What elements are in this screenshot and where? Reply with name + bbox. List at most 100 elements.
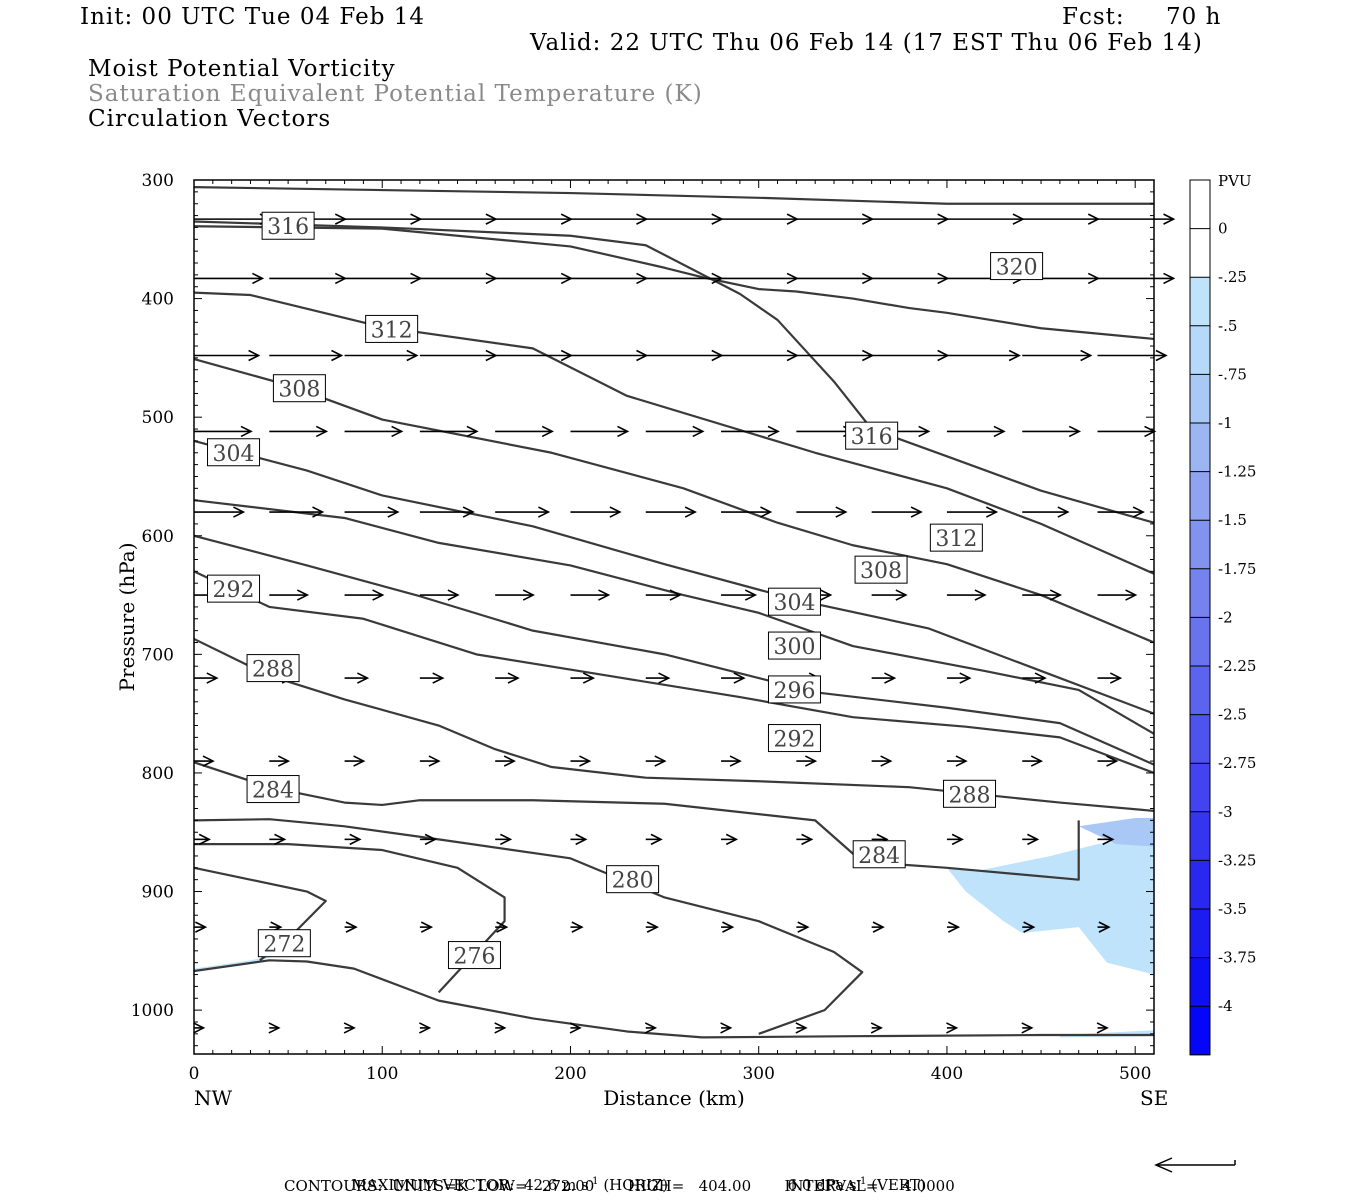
svg-text:312: 312 (935, 527, 977, 552)
colorbar-swatch-13 (1190, 811, 1210, 861)
vector-r6-c3 (419, 672, 445, 684)
vector-r8-c5 (570, 833, 588, 846)
vector-r0-c5 (570, 213, 649, 225)
vector-r5-c7 (721, 589, 758, 601)
vector-r8-c8 (796, 833, 814, 846)
x-axis: 0 100 200 300 400 500 (189, 180, 1151, 1084)
x-tick-label-200: 200 (554, 1064, 586, 1084)
contour-284-line-17 (193, 761, 1080, 881)
vector-r8-c11 (1022, 833, 1040, 846)
colorbar-label-12: -3 (1218, 803, 1233, 821)
max-vector-vert-exponent: -1 (856, 1176, 867, 1187)
vector-r2-c10 (946, 349, 1021, 362)
vector-r2-c0 (194, 349, 261, 362)
colorbar-swatch-10 (1190, 666, 1210, 716)
vector-r8-c2 (344, 833, 362, 846)
contour-labels: 320 316 316 312 312 308 308 304 300 304 296 292 292 2… (207, 211, 1044, 970)
vector-r4-c12 (1097, 506, 1145, 518)
vector-r6-c2 (344, 672, 370, 684)
svg-text:288: 288 (949, 783, 991, 808)
pv-region-1 (1078, 818, 1154, 847)
x-axis-left-end-label: NW (194, 1086, 233, 1110)
x-tick-label-0: 0 (189, 1064, 200, 1084)
vector-r2-c6 (645, 349, 724, 362)
vector-r9-c4 (495, 921, 509, 933)
colorbar-label-9: -2.25 (1218, 657, 1256, 675)
vector-r8-c7 (721, 833, 739, 846)
vector-r10-c7 (720, 1022, 733, 1034)
contour-320-line-1 (193, 220, 1155, 524)
svg-text:304: 304 (213, 442, 255, 467)
vector-r7-c8 (796, 755, 818, 767)
vector-r4-c0 (194, 506, 246, 518)
vector-r1-c1 (269, 272, 348, 285)
vector-r8-c10 (946, 833, 964, 846)
vector-r4-c5 (570, 506, 622, 518)
colorbar-label-4: -1 (1218, 414, 1233, 432)
svg-text:316: 316 (267, 215, 309, 240)
vector-r10-c9 (870, 1022, 883, 1034)
svg-text:300: 300 (773, 635, 815, 660)
colorbar-label-2: -.5 (1218, 317, 1237, 335)
vector-r0-c12 (1097, 213, 1176, 225)
contour-label-308-6: 308 (272, 374, 326, 403)
vector-r7-c4 (495, 755, 516, 767)
y-tick-label-900: 900 (142, 883, 174, 903)
vector-r9-c12 (1097, 921, 1111, 933)
vector-r6-c10 (946, 672, 972, 684)
contour-label-320-1: 320 (990, 252, 1044, 281)
vector-r6-c5 (570, 672, 596, 684)
vector-r10-c11 (1021, 1022, 1034, 1034)
vector-r9-c3 (419, 921, 434, 933)
x-axis-label: Distance (km) (603, 1086, 745, 1110)
y-tick-label-400: 400 (142, 290, 174, 310)
colorbar-label-0: 0 (1218, 220, 1228, 238)
colorbar-label-5: -1.25 (1218, 463, 1256, 481)
vector-r0-c10 (946, 213, 1025, 225)
contour-label-280-19: 280 (606, 865, 660, 894)
max-vector-info: MAXIMUM VECTOR: 42.6 m s-1 (HORIZ) (342, 1158, 669, 1194)
vector-r1-c12 (1097, 272, 1176, 285)
init-time: Init: 00 UTC Tue 04 Feb 14 (80, 4, 426, 30)
colorbar-label-13: -3.25 (1218, 851, 1256, 869)
vector-r2-c1 (269, 349, 344, 362)
svg-text:304: 304 (773, 591, 815, 616)
colorbar-swatch-4 (1190, 374, 1210, 424)
vector-r4-c9 (871, 506, 923, 518)
x-tick-label-300: 300 (742, 1064, 774, 1084)
y-tick-label-800: 800 (142, 764, 174, 784)
y-axis-label: Pressure (hPa) (115, 543, 139, 692)
svg-text:292: 292 (773, 728, 815, 753)
x-tick-label-400: 400 (931, 1064, 963, 1084)
vector-r4-c6 (645, 506, 697, 518)
max-vector-label: MAXIMUM VECTOR: (351, 1176, 515, 1194)
field-title-mpv: Moist Potential Vorticity (88, 56, 396, 82)
vector-r4-c10 (946, 506, 999, 518)
colorbar-label-15: -3.75 (1218, 949, 1256, 967)
vector-r3-c7 (721, 425, 780, 438)
vector-r7-c11 (1022, 755, 1044, 767)
vector-r3-c12 (1097, 425, 1157, 438)
vector-r2-c11 (1022, 349, 1093, 362)
svg-text:272: 272 (263, 933, 305, 958)
contour-276-line-20 (194, 842, 506, 994)
vector-r0-c6 (645, 213, 724, 225)
vector-r7-c2 (344, 755, 366, 767)
field-title-theta-es: Saturation Equivalent Potential Temperat… (88, 81, 703, 107)
vector-r3-c5 (570, 425, 630, 438)
circulation-vectors (193, 213, 1176, 1034)
contour-label-284-18: 284 (852, 840, 906, 869)
vector-r3-c1 (269, 425, 329, 438)
colorbar-swatch-12 (1190, 763, 1210, 813)
colorbar-swatch-9 (1190, 617, 1210, 667)
svg-text:296: 296 (773, 679, 815, 704)
colorbar-swatch-3 (1190, 325, 1210, 375)
vector-r4-c7 (721, 506, 773, 518)
vector-r1-c9 (871, 272, 950, 285)
contour-label-292-13: 292 (207, 574, 261, 603)
colorbar-label-10: -2.5 (1218, 706, 1247, 724)
vector-r10-c3 (419, 1022, 432, 1034)
vector-r8-c12 (1097, 833, 1115, 846)
vector-r2-c2 (344, 349, 419, 362)
vector-r8-c0 (194, 833, 211, 846)
